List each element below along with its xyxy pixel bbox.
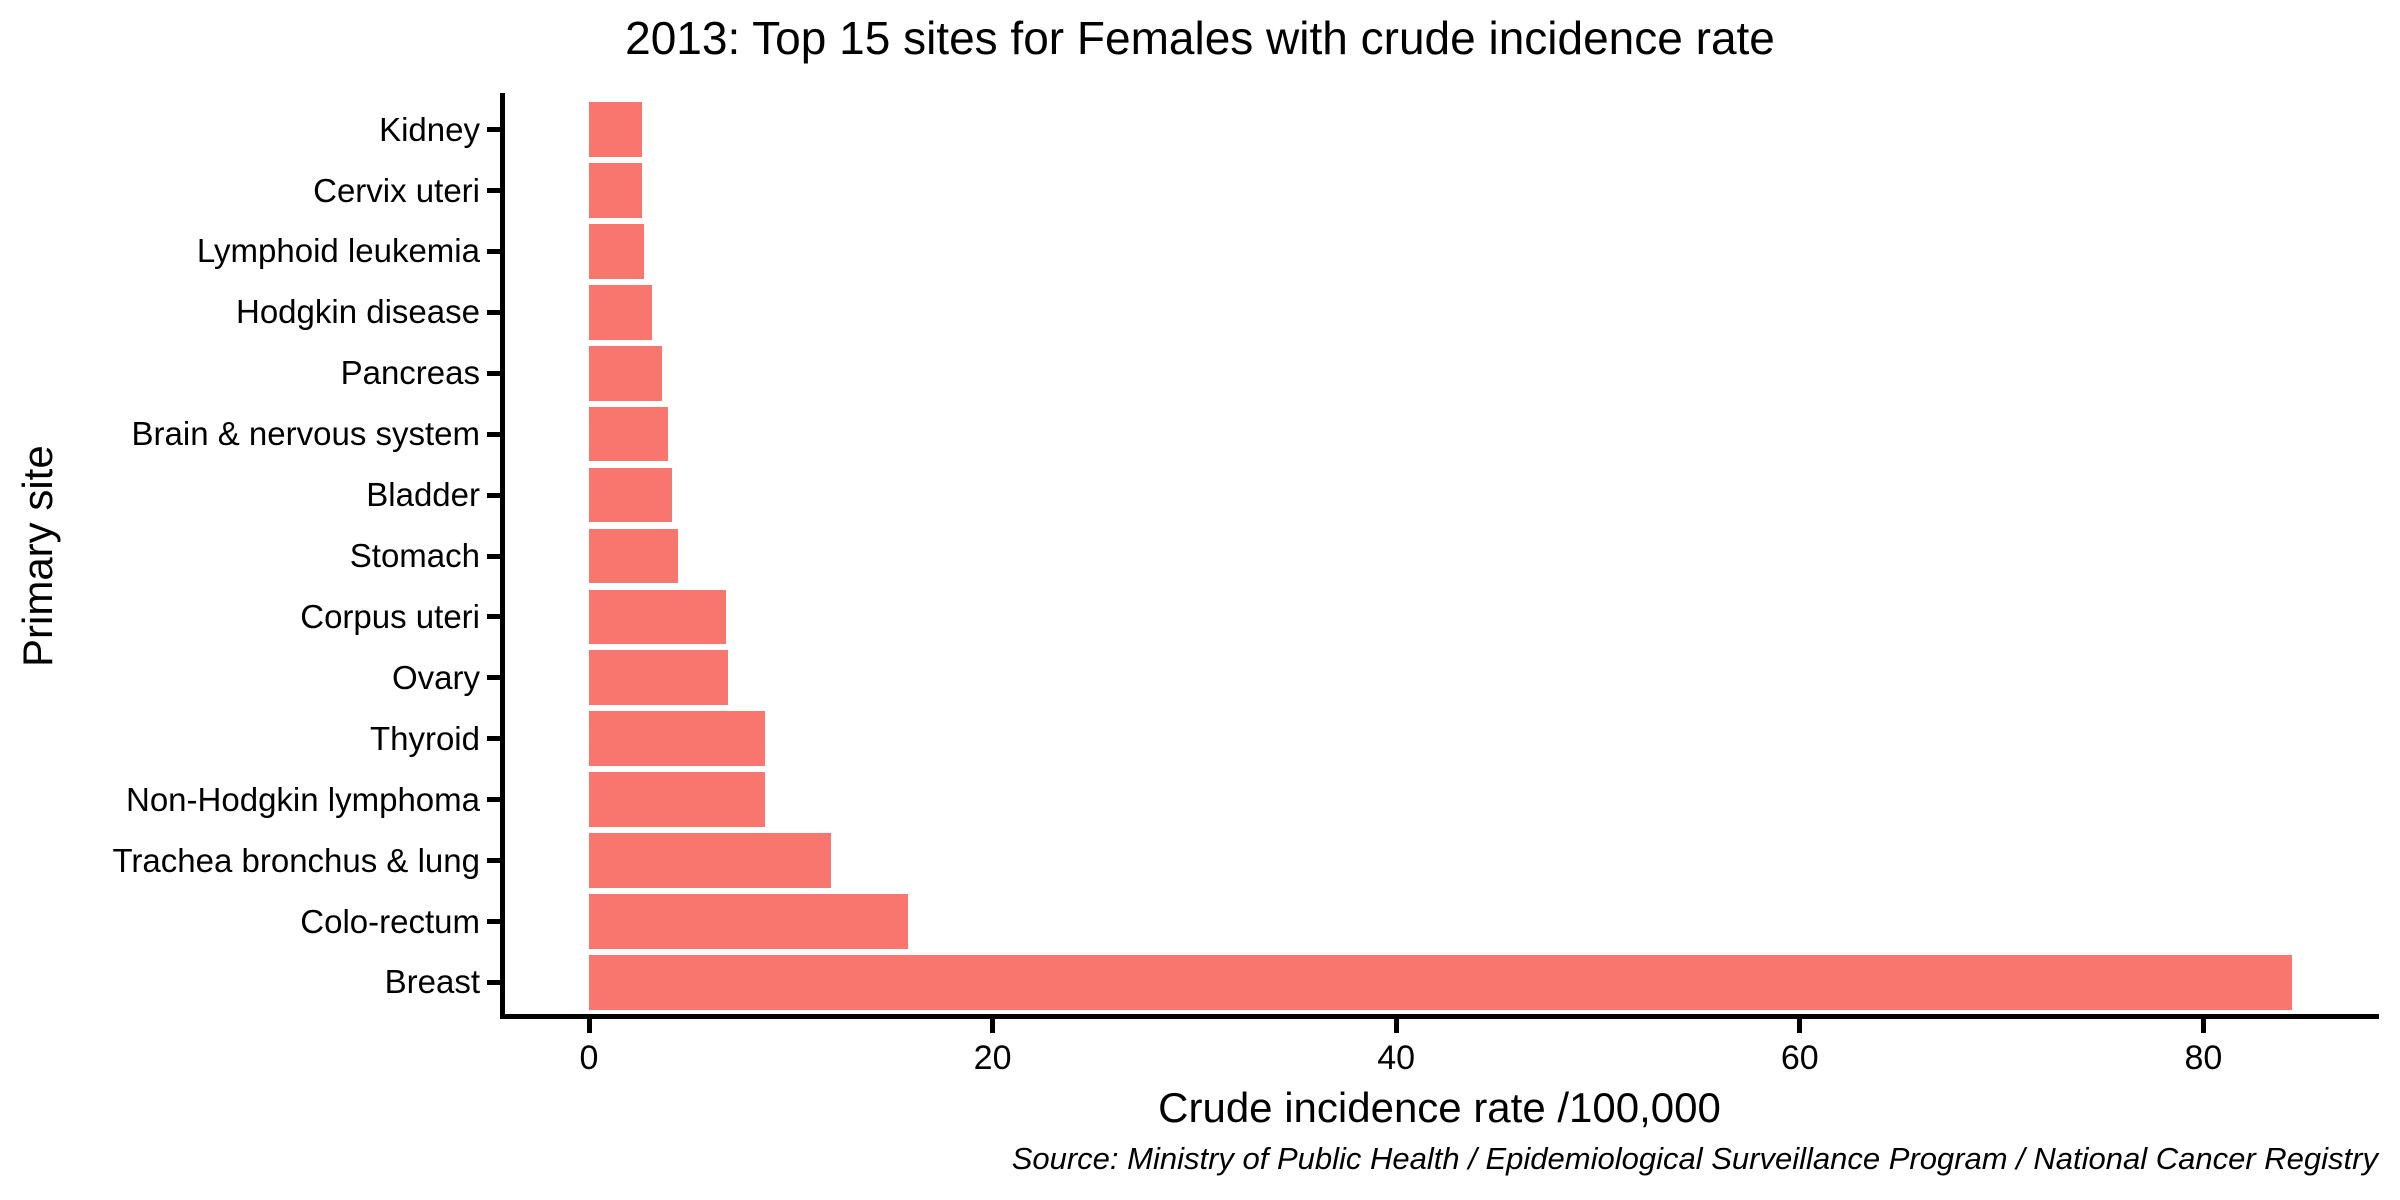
y-tick-label-trachea-bronchus-lung: Trachea bronchus & lung (112, 841, 481, 879)
bar-hodgkin-disease (589, 284, 652, 340)
y-tick-label-cervix-uteri: Cervix uteri (313, 171, 480, 209)
y-tick-cervix-uteri (487, 188, 500, 193)
x-tick-40 (1393, 1019, 1399, 1033)
y-tick-lymphoid-leukemia (487, 248, 500, 254)
y-tick-stomach (487, 553, 500, 559)
y-tick-bladder (487, 492, 500, 498)
bar-corpus-uteri (589, 589, 727, 645)
y-tick-label-colo-rectum: Colo-rectum (300, 902, 480, 940)
y-tick-label-pancreas: Pancreas (340, 354, 480, 392)
bar-pancreas (589, 345, 662, 401)
y-tick-label-kidney: Kidney (379, 110, 480, 148)
x-tick-0 (586, 1019, 592, 1033)
y-tick-label-non-hodgkin-lymphoma: Non-Hodgkin lymphoma (126, 780, 480, 818)
y-tick-label-hodgkin-disease: Hodgkin disease (236, 293, 480, 331)
bar-stomach (589, 528, 678, 584)
bar-thyroid (589, 711, 765, 767)
y-tick-label-ovary: Ovary (391, 658, 480, 696)
y-axis-line (500, 93, 505, 1019)
y-tick-brain-nervous-system (487, 431, 500, 437)
y-tick-corpus-uteri (487, 614, 500, 620)
y-tick-trachea-bronchus-lung (487, 858, 500, 864)
x-axis-title: Crude incidence rate /100,000 (1158, 1084, 1721, 1131)
bar-non-hodgkin-lymphoma (589, 772, 765, 828)
y-tick-non-hodgkin-lymphoma (487, 797, 500, 803)
bar-cervix-uteri (589, 163, 642, 218)
bar-bladder (589, 467, 672, 523)
y-tick-kidney (487, 127, 500, 133)
bar-trachea-bronchus-lung (589, 833, 832, 888)
y-tick-label-lymphoid-leukemia: Lymphoid leukemia (196, 232, 480, 270)
x-axis-line (500, 1014, 2379, 1019)
y-tick-colo-rectum (487, 919, 500, 924)
y-tick-label-bladder: Bladder (366, 476, 480, 514)
bar-ovary (589, 650, 729, 706)
source-note: Source: Ministry of Public Health / Epid… (1011, 1141, 2378, 1176)
x-tick-label-40: 40 (1377, 1039, 1416, 1077)
x-tick-20 (990, 1019, 996, 1033)
chart-title: 2013: Top 15 sites for Females with crud… (625, 12, 1775, 64)
y-tick-label-thyroid: Thyroid (369, 719, 480, 757)
x-tick-60 (1797, 1019, 1803, 1033)
y-tick-thyroid (487, 736, 500, 742)
x-tick-label-80: 80 (2184, 1039, 2223, 1077)
x-tick-label-20: 20 (973, 1039, 1012, 1077)
bar-lymphoid-leukemia (589, 224, 644, 279)
bar-breast (589, 955, 2293, 1010)
y-tick-label-corpus-uteri: Corpus uteri (300, 597, 480, 635)
bar-brain-nervous-system (589, 406, 668, 462)
y-tick-label-breast: Breast (384, 963, 480, 1001)
x-tick-80 (2200, 1019, 2206, 1033)
x-tick-label-0: 0 (579, 1039, 599, 1077)
y-tick-label-brain-nervous-system: Brain & nervous system (131, 415, 480, 453)
y-tick-label-stomach: Stomach (349, 537, 480, 574)
y-tick-pancreas (487, 370, 500, 376)
x-tick-label-60: 60 (1780, 1039, 1819, 1077)
bar-kidney (589, 102, 642, 157)
y-tick-hodgkin-disease (487, 309, 500, 315)
bar-colo-rectum (589, 894, 908, 949)
y-tick-breast (487, 979, 500, 985)
y-tick-ovary (487, 675, 500, 681)
